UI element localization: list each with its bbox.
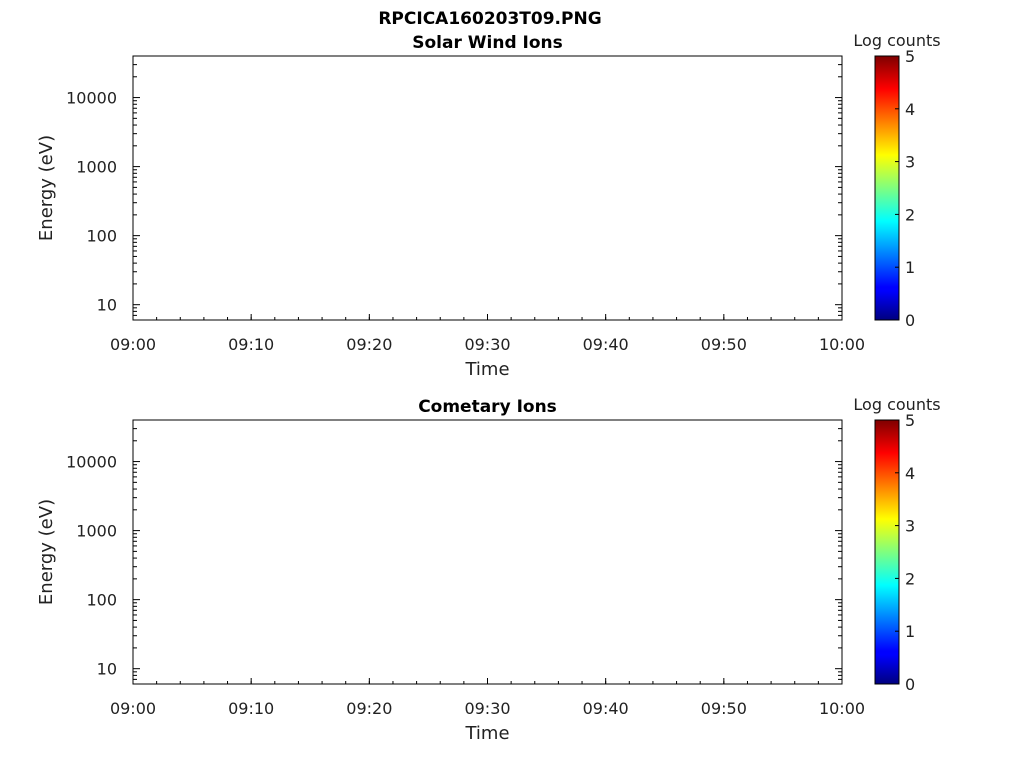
colorbar-tick-label: 0	[905, 675, 915, 694]
colorbar-tick-label: 5	[905, 47, 915, 66]
y-tick-label: 10	[97, 660, 117, 679]
y-tick-label: 10000	[66, 453, 117, 472]
colorbar-tick-label: 1	[905, 622, 915, 641]
x-tick-label: 10:00	[819, 699, 865, 718]
colorbar-tick-label: 3	[905, 517, 915, 536]
y-tick-label: 1000	[76, 158, 117, 177]
colorbar-label: Log counts	[853, 31, 940, 50]
colorbar-tick-label: 2	[905, 569, 915, 588]
colorbar: Log counts 0 1 2 3 4 5	[853, 395, 940, 694]
y-tick-label: 10	[97, 296, 117, 315]
colorbar-gradient	[874, 419, 900, 685]
x-tick-label: 09:50	[701, 699, 747, 718]
x-axis-label: Time	[464, 359, 509, 380]
colorbar-tick-label: 2	[905, 205, 915, 224]
panel-title: Cometary Ions	[418, 397, 557, 417]
panel-title: Solar Wind Ions	[412, 33, 563, 53]
x-tick-label: 09:20	[346, 699, 392, 718]
y-axis-label: Energy (eV)	[36, 499, 57, 605]
x-tick-label: 09:10	[228, 699, 274, 718]
colorbar-tick-label: 1	[905, 258, 915, 277]
panel-1: Solar Wind Ions 09:00 09:10 09:20 09:30 09:40…	[36, 31, 941, 380]
x-tick-label: 09:40	[583, 699, 629, 718]
x-tick-label: 10:00	[819, 335, 865, 354]
x-tick-label: 09:50	[701, 335, 747, 354]
plot-frame	[132, 419, 843, 685]
colorbar: Log counts 0 1 2 3 4 5	[853, 31, 940, 330]
y-tick-label: 100	[86, 591, 117, 610]
figure-title: RPCICA160203T09.PNG	[378, 9, 601, 29]
panel-2: Cometary Ions 09:00 09:10 09:20 09:30 09:40 09…	[36, 395, 941, 744]
colorbar-tick-label: 3	[905, 153, 915, 172]
plot-frame	[132, 55, 843, 321]
x-tick-label: 09:20	[346, 335, 392, 354]
y-tick-label: 1000	[76, 522, 117, 541]
y-tick-label: 10000	[66, 89, 117, 108]
colorbar-tick-label: 0	[905, 311, 915, 330]
y-tick-label: 100	[86, 227, 117, 246]
x-tick-label: 09:30	[464, 335, 510, 354]
colorbar-tick-label: 5	[905, 411, 915, 430]
x-axis-label: Time	[464, 723, 509, 744]
colorbar-label: Log counts	[853, 395, 940, 414]
x-tick-label: 09:10	[228, 335, 274, 354]
x-tick-label: 09:00	[110, 699, 156, 718]
colorbar-gradient	[874, 55, 900, 321]
y-axis-label: Energy (eV)	[36, 135, 57, 241]
colorbar-tick-label: 4	[905, 100, 915, 119]
colorbar-tick-label: 4	[905, 464, 915, 483]
x-tick-label: 09:40	[583, 335, 629, 354]
x-tick-label: 09:00	[110, 335, 156, 354]
x-tick-label: 09:30	[464, 699, 510, 718]
